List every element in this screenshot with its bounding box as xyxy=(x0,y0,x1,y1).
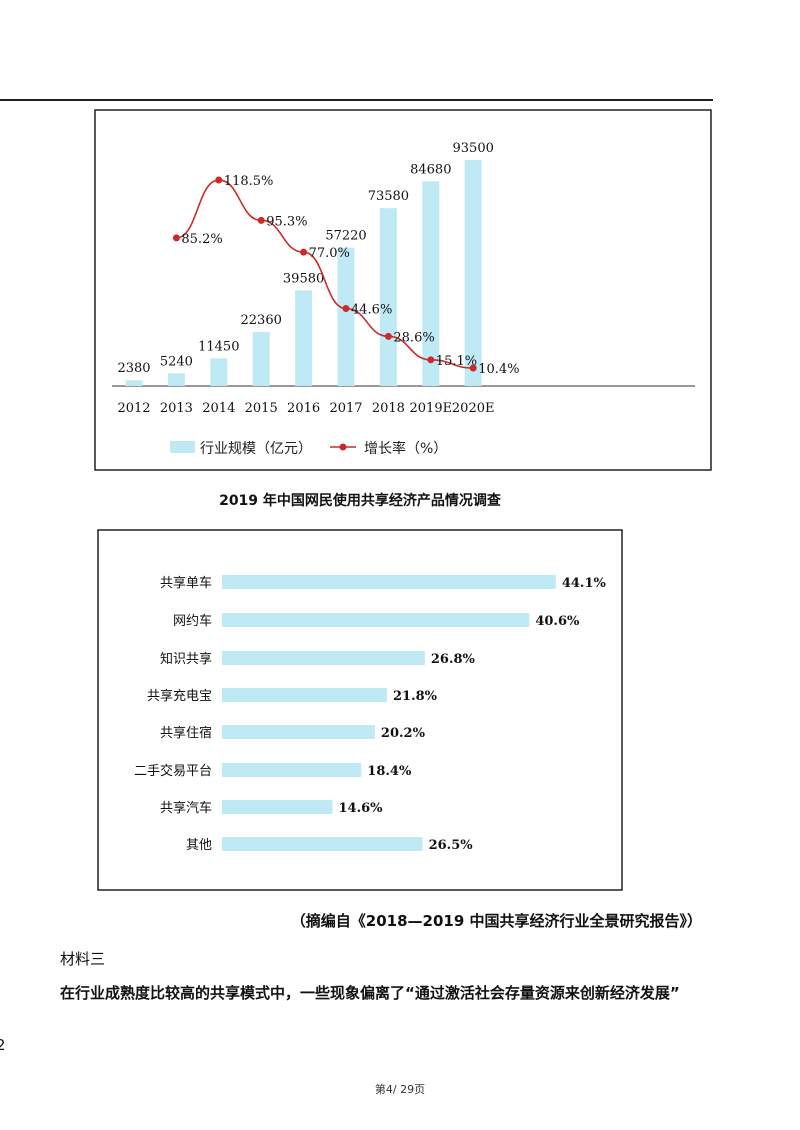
category-label: 共享单车 xyxy=(160,575,212,591)
growth-label: 10.4% xyxy=(478,362,519,377)
hbar-value-label: 18.4% xyxy=(367,764,412,779)
bar-label: 39580 xyxy=(283,271,324,286)
category-label: 其他 xyxy=(186,838,212,853)
x-tick-label: 2016 xyxy=(287,401,320,416)
growth-point-2013 xyxy=(172,234,180,242)
category-label: 共享充电宝 xyxy=(147,688,212,704)
x-tick-label: 2017 xyxy=(329,401,362,416)
bar-2020E xyxy=(464,160,482,386)
category-label: 共享汽车 xyxy=(160,800,212,816)
legend-line-label: 增长率（%） xyxy=(364,440,447,457)
bar-2018 xyxy=(379,208,397,386)
hbar-其他 xyxy=(222,837,423,851)
x-tick-label: 2015 xyxy=(245,401,278,416)
growth-point-2015 xyxy=(257,216,265,224)
hbar-value-label: 20.2% xyxy=(381,726,426,741)
paragraph-text: 在行业成熟度比较高的共享模式中，一些现象偏离了“通过激活社会存量资源来创新经济发… xyxy=(60,984,680,1002)
category-label: 网约车 xyxy=(173,613,212,629)
bar-2014 xyxy=(210,358,228,386)
bar-2016 xyxy=(295,290,313,386)
growth-point-2016 xyxy=(300,248,308,256)
x-tick-label: 2019E xyxy=(410,401,453,416)
survey-chart-title: 2019 年中国网民使用共享经济产品情况调查 xyxy=(219,493,501,509)
legend-bar-swatch xyxy=(170,441,195,453)
hbar-value-label: 40.6% xyxy=(535,614,580,629)
bar-label: 57220 xyxy=(325,229,366,244)
hbar-共享充电宝 xyxy=(222,688,388,702)
hbar-共享汽车 xyxy=(222,800,333,814)
hbar-value-label: 14.6% xyxy=(339,801,384,816)
bar-label: 2380 xyxy=(117,361,150,376)
hbar-知识共享 xyxy=(222,651,425,665)
bar-label: 84680 xyxy=(410,162,451,177)
chart1-frame xyxy=(94,109,712,471)
category-label: 知识共享 xyxy=(160,651,212,667)
bar-2012 xyxy=(125,380,143,386)
bar-label: 11450 xyxy=(198,339,239,354)
x-tick-label: 2018 xyxy=(372,401,405,416)
growth-label: 28.6% xyxy=(393,330,434,345)
growth-label: 85.2% xyxy=(181,232,222,247)
growth-point-2017 xyxy=(342,305,350,313)
hbar-共享单车 xyxy=(222,575,556,589)
bar-2013 xyxy=(167,373,185,386)
growth-label: 77.0% xyxy=(309,246,350,261)
bar-2019E xyxy=(422,181,440,386)
bar-label: 22360 xyxy=(241,313,282,328)
growth-point-2014 xyxy=(215,176,223,184)
legend-bar-label: 行业规模（亿元） xyxy=(200,441,312,457)
category-label: 共享住宿 xyxy=(160,725,212,741)
bar-label: 93500 xyxy=(453,141,494,156)
category-label: 二手交易平台 xyxy=(134,763,212,779)
bar-label: 5240 xyxy=(160,354,193,369)
hbar-value-label: 44.1% xyxy=(562,576,607,591)
growth-label: 118.5% xyxy=(224,174,274,189)
x-tick-label: 2012 xyxy=(117,401,150,416)
header-rule xyxy=(0,99,713,101)
hbar-value-label: 26.5% xyxy=(429,838,474,853)
bar-2015 xyxy=(252,331,270,386)
hbar-共享住宿 xyxy=(222,725,375,739)
margin-mark: 2 xyxy=(0,1036,6,1054)
hbar-网约车 xyxy=(222,613,530,627)
growth-label: 44.6% xyxy=(351,303,392,318)
source-citation: （摘编自《2018—2019 中国共享经济行业全景研究报告》） xyxy=(290,912,702,930)
material-heading: 材料三 xyxy=(60,950,106,968)
hbar-二手交易平台 xyxy=(222,763,362,777)
growth-point-2020E xyxy=(469,364,477,372)
bar-2017 xyxy=(337,247,355,386)
x-tick-label: 2014 xyxy=(202,401,235,416)
x-tick-label: 2013 xyxy=(160,401,193,416)
page-footer: 第4/ 29页 xyxy=(374,1083,426,1096)
growth-point-2018 xyxy=(384,332,392,340)
growth-label: 15.1% xyxy=(436,354,477,369)
growth-point-2019E xyxy=(427,356,435,364)
growth-label: 95.3% xyxy=(266,214,307,229)
hbar-value-label: 26.8% xyxy=(431,652,476,667)
bar-label: 73580 xyxy=(368,189,409,204)
x-tick-label: 2020E xyxy=(452,401,495,416)
legend-line-marker xyxy=(339,443,347,451)
hbar-value-label: 21.8% xyxy=(393,689,438,704)
chart2-frame xyxy=(97,529,623,891)
